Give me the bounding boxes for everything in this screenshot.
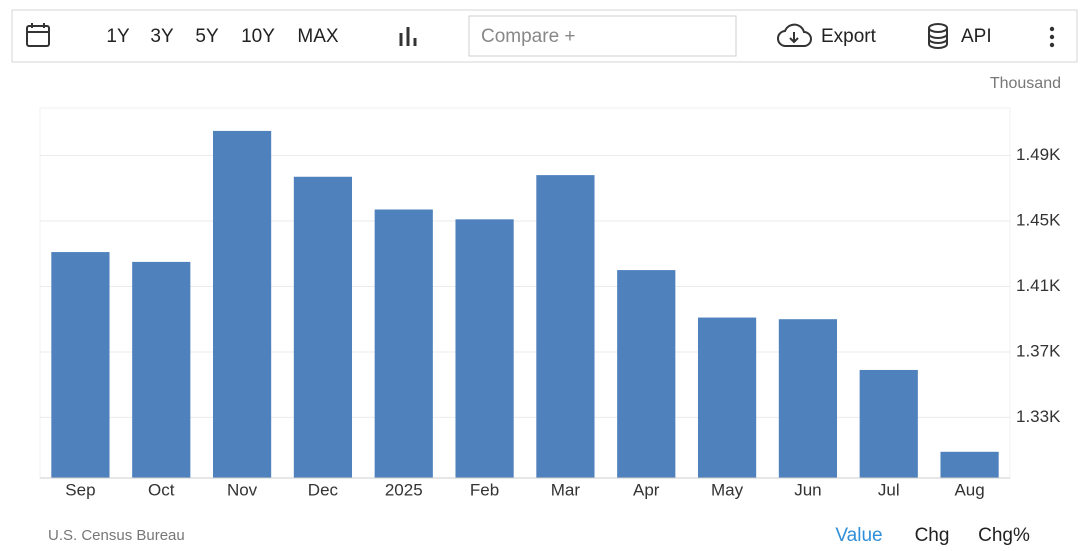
x-tick-label: Jul	[878, 480, 900, 499]
x-tick-label: Sep	[65, 480, 95, 499]
y-tick-label: 1.33K	[1016, 407, 1061, 426]
compare-placeholder[interactable]: Compare +	[481, 26, 576, 47]
range-button[interactable]: MAX	[297, 26, 339, 47]
bar	[293, 176, 353, 479]
export-button[interactable]: Export	[821, 26, 877, 47]
calendar-icon[interactable]	[26, 23, 50, 47]
x-tick-label: Dec	[308, 480, 339, 499]
source: U.S. Census Bureau	[48, 527, 185, 544]
y-tick-label: 1.49K	[1016, 145, 1061, 164]
y-tick-label: 1.41K	[1016, 276, 1061, 295]
compare-input[interactable]	[468, 15, 737, 57]
export-icon[interactable]	[777, 23, 812, 47]
x-tick-label: Feb	[470, 480, 499, 499]
bar	[778, 319, 838, 478]
view-tab[interactable]: Value	[835, 525, 882, 546]
bar	[536, 175, 595, 478]
more-menu[interactable]	[1049, 26, 1055, 48]
api-button[interactable]: API	[961, 26, 992, 47]
x-tick-label: Oct	[148, 480, 175, 499]
api-icon[interactable]	[928, 23, 948, 49]
y-tick-label: 1.37K	[1016, 341, 1061, 360]
x-tick-label: Apr	[633, 480, 660, 499]
x-tick-label: Aug	[954, 480, 984, 499]
bar	[859, 369, 918, 478]
x-tick-label: Mar	[551, 480, 581, 499]
y-tick-label: 1.45K	[1016, 210, 1061, 229]
view-tab[interactable]: Chg%	[978, 525, 1030, 546]
bar	[374, 209, 433, 478]
range-button[interactable]: 5Y	[195, 26, 219, 47]
bar	[617, 270, 676, 478]
bar	[940, 451, 999, 478]
x-tick-label: Jun	[794, 480, 821, 499]
bar	[697, 317, 757, 478]
bar	[51, 252, 110, 478]
bar	[212, 130, 272, 478]
x-tick-label: Nov	[227, 480, 258, 499]
range-button[interactable]: 3Y	[150, 26, 174, 47]
unit-label: Thousand	[990, 75, 1061, 92]
view-tab[interactable]: Chg	[915, 525, 950, 546]
bar	[455, 219, 514, 478]
range-button[interactable]: 1Y	[106, 26, 130, 47]
range-button[interactable]: 10Y	[241, 26, 275, 47]
bar	[132, 261, 191, 478]
x-tick-label: May	[711, 480, 744, 499]
chart-type-icon[interactable]	[399, 27, 417, 46]
x-tick-label: 2025	[385, 480, 423, 499]
